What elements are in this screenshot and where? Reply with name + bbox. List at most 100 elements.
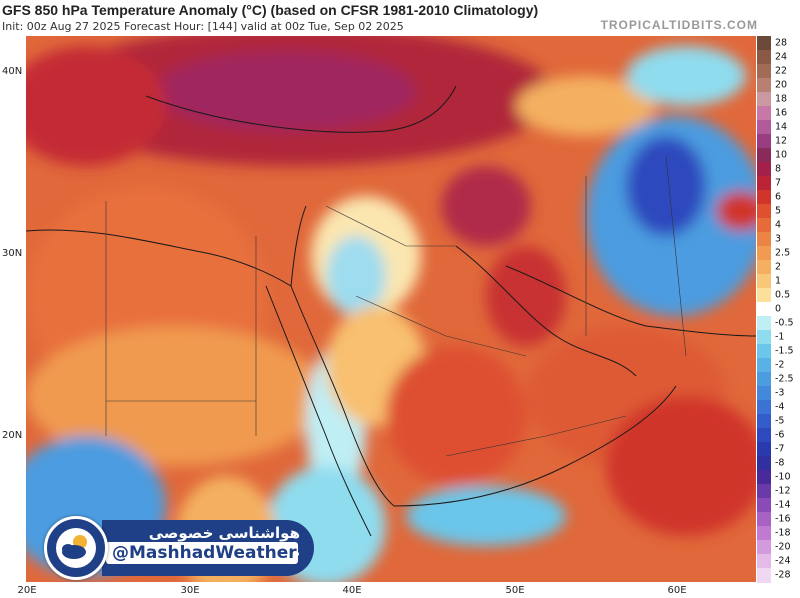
- lon-label-60e: 60E: [667, 585, 687, 596]
- colorbar-label: -4: [775, 401, 785, 413]
- chart-title: GFS 850 hPa Temperature Anomaly (°C) (ba…: [2, 2, 539, 18]
- lon-label-40e: 40E: [342, 585, 362, 596]
- colorbar-label: 10: [775, 149, 788, 161]
- iran-coast: [505, 265, 756, 337]
- anomaly-yemen-cool: [406, 486, 566, 546]
- colorbar-segment: [757, 372, 771, 387]
- borders: [105, 155, 687, 457]
- weather-logo-inner: [56, 528, 96, 568]
- cloud-sun-icon: [62, 535, 87, 559]
- colorbar-segment: [757, 554, 771, 569]
- colorbar-segment: [757, 176, 771, 191]
- colorbar-label: 24: [775, 51, 788, 63]
- colorbar-label: 16: [775, 107, 788, 119]
- colorbar-label: 5: [775, 205, 782, 217]
- watermark-badge: هواشناسی خصوصی مشهد @MashhadWeather: [44, 516, 314, 580]
- colorbar-label: -7: [775, 443, 785, 455]
- colorbar-label: -5: [775, 415, 785, 427]
- colorbar-segment: [757, 134, 771, 149]
- colorbar-label: 7: [775, 177, 782, 189]
- colorbar-segment: [757, 92, 771, 107]
- colorbar-segment: [757, 344, 771, 359]
- colorbar-label: -14: [775, 499, 791, 511]
- colorbar-segment: [757, 36, 771, 51]
- colorbar-label: 28: [775, 37, 788, 49]
- anomaly-caspian: [516, 76, 656, 136]
- red-sea-east-coast: [290, 285, 395, 507]
- colorbar-label: -1: [775, 331, 785, 343]
- colorbar-label: -12: [775, 485, 791, 497]
- lat-label-30n: 30N: [2, 248, 23, 259]
- colorbar-segment: [757, 162, 771, 177]
- anomaly-jordan-cool: [326, 236, 386, 316]
- colorbar-label: 2: [775, 261, 782, 273]
- colorbar-label: -6: [775, 429, 785, 441]
- colorbar-label: -1.5: [775, 345, 794, 357]
- colorbar-segment: [757, 246, 771, 261]
- colorbar: [757, 36, 771, 583]
- colorbar-label: 20: [775, 79, 788, 91]
- colorbar-label: -0.5: [775, 317, 794, 329]
- colorbar-label: 12: [775, 135, 788, 147]
- lon-label-30e: 30E: [180, 585, 200, 596]
- colorbar-label: 2.5: [775, 247, 791, 259]
- colorbar-segment: [757, 484, 771, 499]
- watermark-handle-box: @MashhadWeather: [106, 542, 298, 564]
- coastlines: [26, 85, 756, 537]
- colorbar-segment: [757, 316, 771, 331]
- colorbar-segment: [757, 456, 771, 471]
- anomaly-pakistan-warm: [716, 191, 756, 231]
- colorbar-label: 6: [775, 191, 782, 203]
- gulf-coast: [455, 245, 637, 377]
- colorbar-segment: [757, 400, 771, 415]
- anomaly-khorasan-cold: [626, 136, 706, 236]
- colorbar-label: 0.5: [775, 289, 791, 301]
- colorbar-segment: [757, 302, 771, 317]
- red-sea-west-coast: [265, 285, 372, 537]
- anomaly-map-graphic: [26, 36, 756, 582]
- colorbar-label: -3: [775, 387, 785, 399]
- colorbar-label: -10: [775, 471, 791, 483]
- colorbar-segment: [757, 78, 771, 93]
- anomaly-arabian-sea: [606, 396, 756, 536]
- colorbar-segment: [757, 568, 771, 583]
- anomaly-balkans: [26, 46, 166, 166]
- colorbar-segment: [757, 274, 771, 289]
- colorbar-segment: [757, 148, 771, 163]
- colorbar-segment: [757, 330, 771, 345]
- colorbar-segment: [757, 232, 771, 247]
- colorbar-segment: [757, 106, 771, 121]
- colorbar-label: 0: [775, 303, 782, 315]
- colorbar-segment: [757, 358, 771, 373]
- forecast-info: Init: 00z Aug 27 2025 Forecast Hour: [14…: [2, 20, 404, 33]
- arabia-south-coast: [393, 385, 677, 507]
- colorbar-segment: [757, 288, 771, 303]
- anomaly-persian-gulf: [486, 246, 566, 346]
- colorbar-label: -18: [775, 527, 791, 539]
- lon-label-50e: 50E: [505, 585, 525, 596]
- watermark-handle: @MashhadWeather: [112, 543, 297, 563]
- anomaly-arabia-hot: [386, 346, 526, 486]
- colorbar-label: -16: [775, 513, 791, 525]
- lat-label-40n: 40N: [2, 66, 23, 77]
- colorbar-label: 3: [775, 233, 782, 245]
- colorbar-label: -2: [775, 359, 785, 371]
- colorbar-segment: [757, 414, 771, 429]
- colorbar-segment: [757, 512, 771, 527]
- anomaly-anatolia-core: [156, 51, 416, 131]
- colorbar-label: -28: [775, 569, 791, 581]
- black-sea-coast: [145, 85, 457, 133]
- colorbar-segment: [757, 120, 771, 135]
- colorbar-segment: [757, 428, 771, 443]
- colorbar-label: -20: [775, 541, 791, 553]
- mediterranean-coast: [26, 205, 307, 287]
- colorbar-segment: [757, 540, 771, 555]
- colorbar-segment: [757, 218, 771, 233]
- lon-label-20e: 20E: [17, 585, 37, 596]
- colorbar-segment: [757, 470, 771, 485]
- colorbar-label: -2.5: [775, 373, 794, 385]
- site-credit: TROPICALTIDBITS.COM: [600, 18, 758, 32]
- colorbar-label: 22: [775, 65, 788, 77]
- colorbar-segment: [757, 442, 771, 457]
- colorbar-label: -8: [775, 457, 785, 469]
